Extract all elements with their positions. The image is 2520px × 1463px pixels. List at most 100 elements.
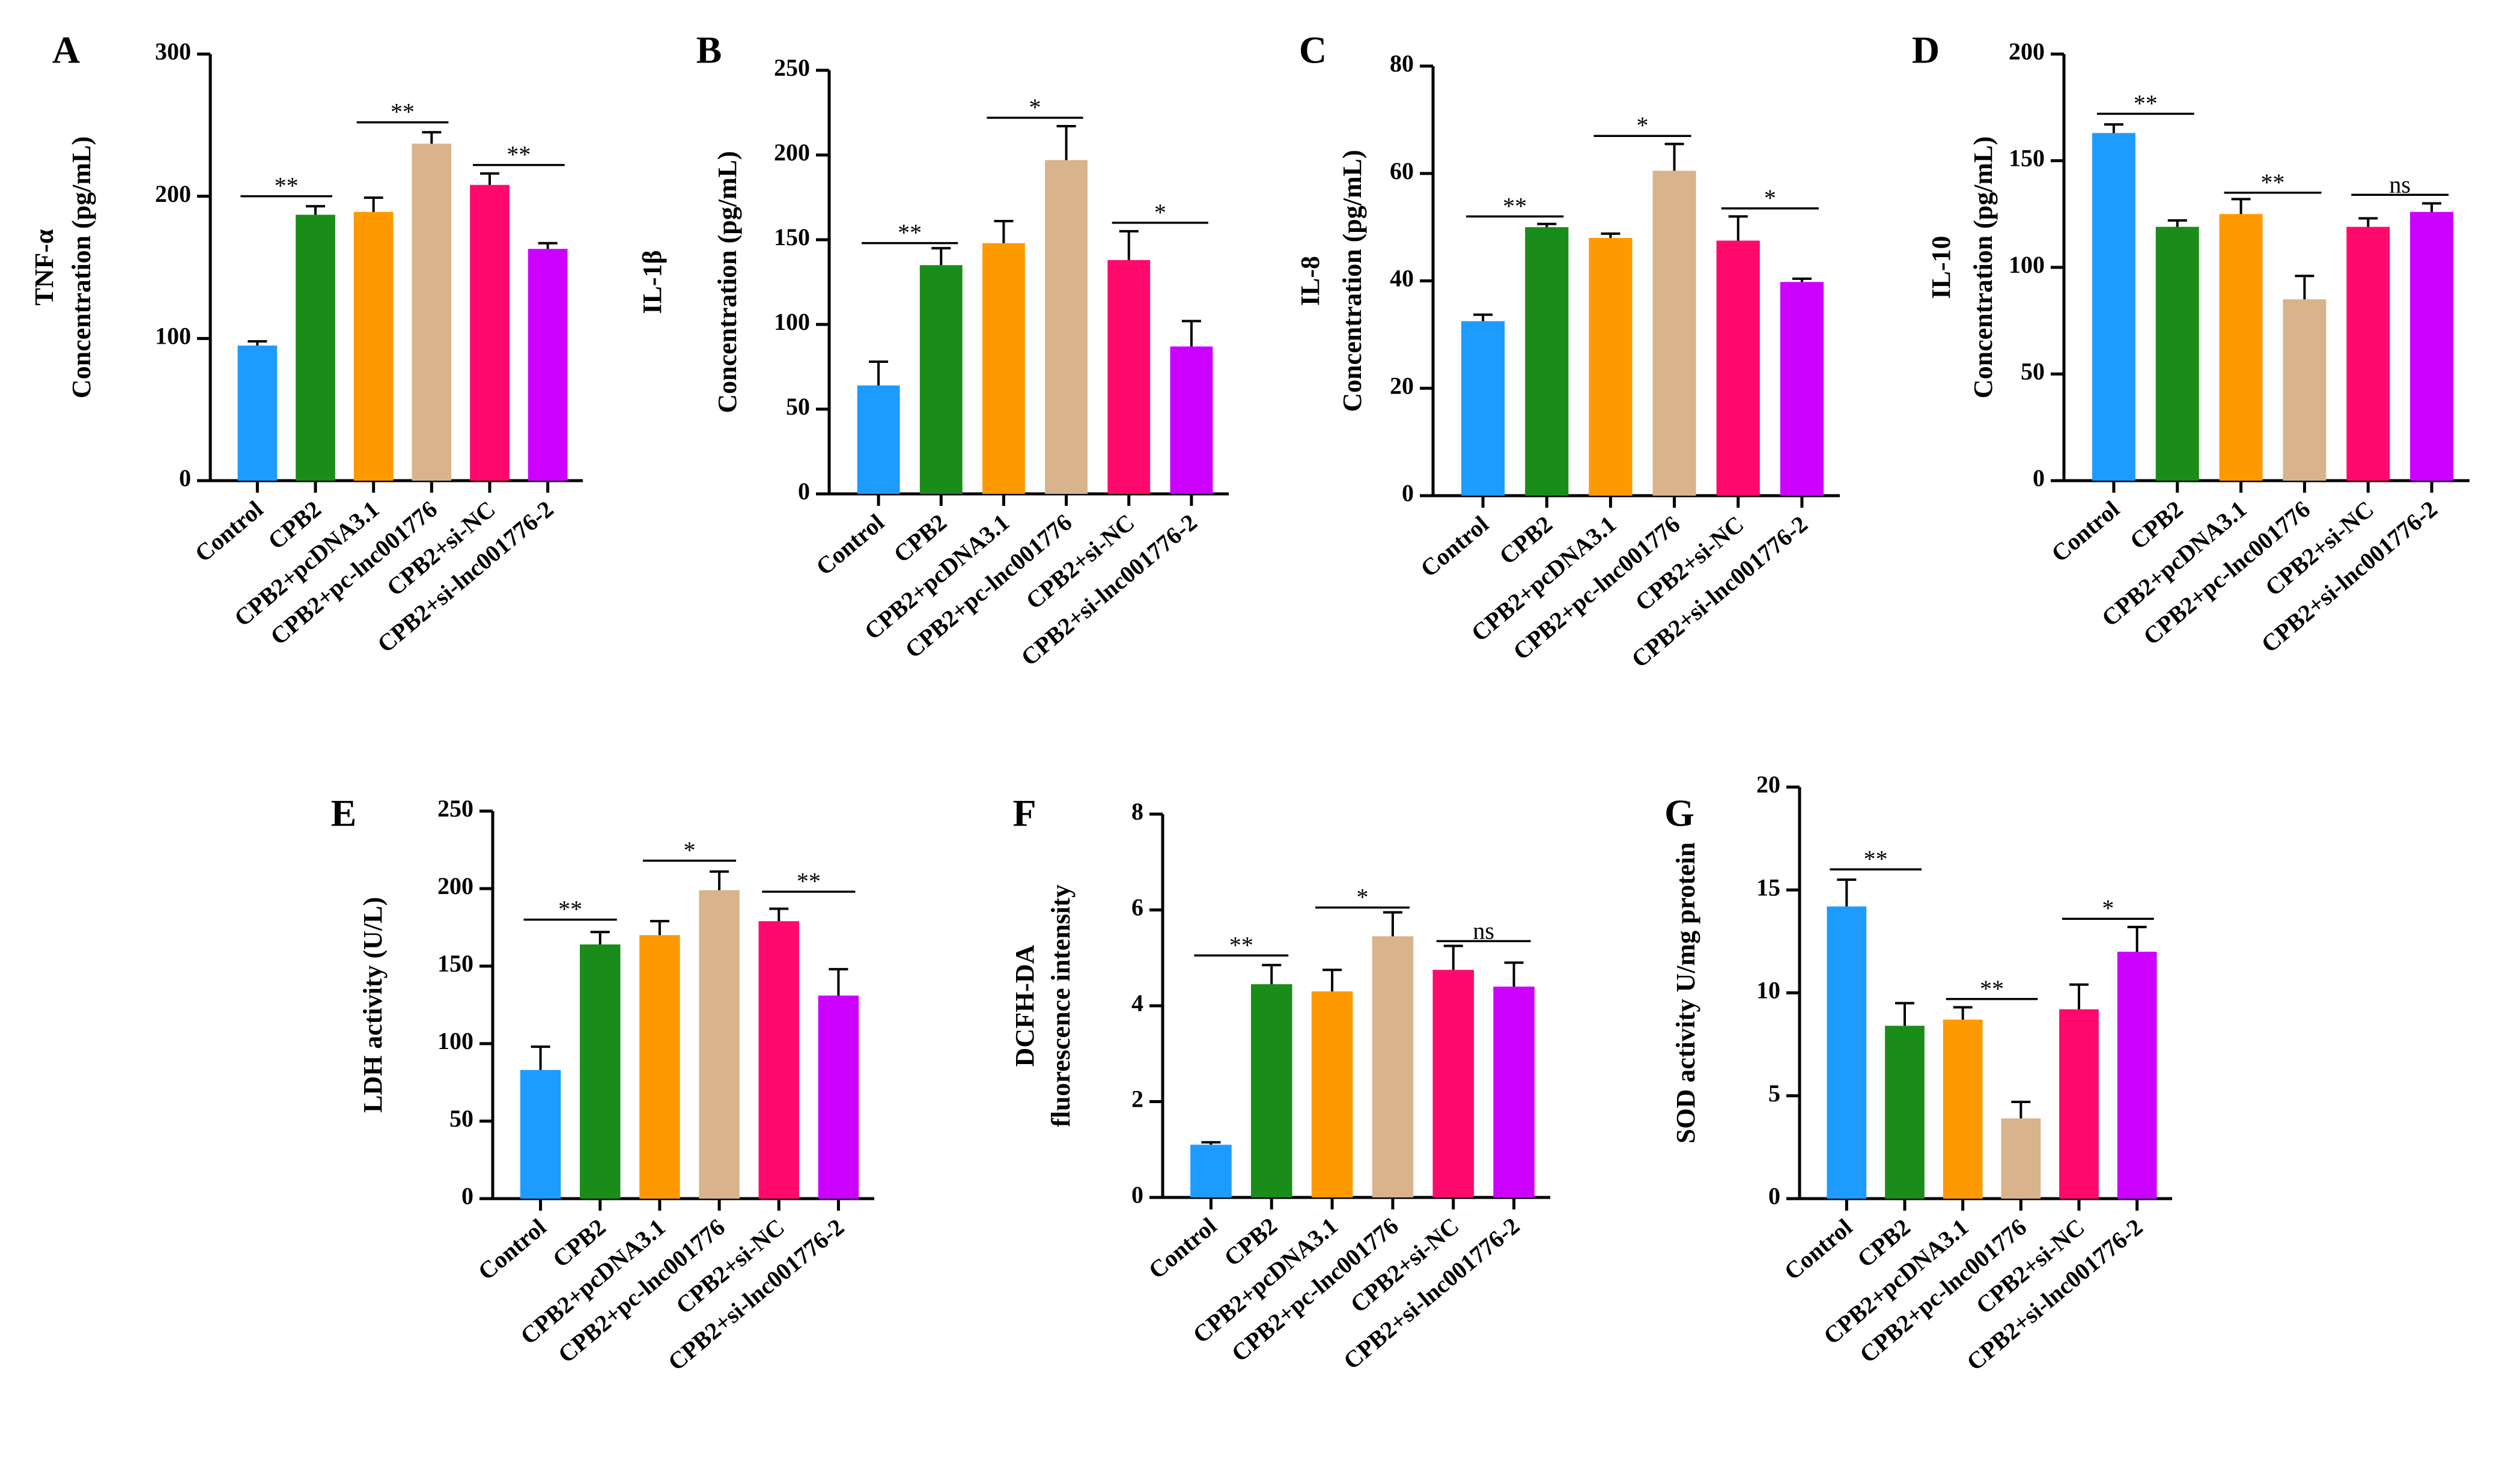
y-tick-label-b: 50 bbox=[786, 393, 810, 420]
error-bar-c-2 bbox=[1601, 232, 1621, 238]
error-bar-g-3 bbox=[2011, 1101, 2031, 1119]
error-bar-b-2 bbox=[994, 219, 1014, 243]
y-axis-label-b: Concentration (pg/mL) bbox=[713, 151, 742, 413]
y-tick-label-g: 10 bbox=[1756, 977, 1780, 1004]
error-bar-d-3 bbox=[2295, 275, 2315, 300]
y-tick-label-f: 0 bbox=[1131, 1181, 1143, 1208]
error-bar-a-4 bbox=[480, 172, 499, 185]
error-bar-d-5 bbox=[2422, 202, 2442, 212]
y-tick-label-f: 8 bbox=[1131, 798, 1143, 825]
y-axis-title-f: DCFH-DA bbox=[1010, 944, 1039, 1066]
y-tick-label-g: 0 bbox=[1768, 1182, 1780, 1209]
bar-a-0 bbox=[237, 345, 278, 481]
bar-b-5 bbox=[1170, 346, 1213, 494]
y-tick-label-c: 40 bbox=[1390, 265, 1414, 292]
bar-c-1 bbox=[1525, 227, 1569, 496]
panel-c: C 0 20 40 60 80 IL-8 Concentration (pg/mL) Contr… bbox=[1295, 29, 1840, 673]
bar-a-2 bbox=[353, 211, 394, 481]
error-bar-e-4 bbox=[769, 907, 789, 922]
y-tick-label-b: 0 bbox=[798, 478, 810, 505]
y-tick-label-e: 250 bbox=[437, 795, 473, 822]
significance-label-f-0: ** bbox=[1229, 931, 1253, 958]
y-tick-label-b: 200 bbox=[774, 139, 810, 166]
significance-label-a-1: ** bbox=[391, 99, 415, 126]
bar-g-0 bbox=[1827, 906, 1867, 1199]
y-tick-label-g: 20 bbox=[1756, 771, 1780, 798]
significance-label-b-2: * bbox=[1154, 199, 1166, 226]
y-tick-label-f: 2 bbox=[1131, 1086, 1143, 1113]
error-bar-e-2 bbox=[650, 920, 669, 935]
panel-b: B 0 50 100 150 200 250 IL-1β Concentration (pg/m… bbox=[638, 29, 1229, 671]
y-tick-label-d: 150 bbox=[2009, 145, 2045, 172]
error-bar-f-5 bbox=[1504, 961, 1524, 987]
error-bar-b-3 bbox=[1056, 125, 1076, 160]
y-tick-label-c: 60 bbox=[1390, 157, 1414, 184]
error-bar-a-5 bbox=[538, 242, 558, 249]
y-axis-title-c: IL-8 bbox=[1295, 256, 1325, 306]
category-label-a-0: Control bbox=[190, 495, 269, 567]
error-bar-g-5 bbox=[2127, 925, 2147, 952]
error-bar-a-0 bbox=[248, 340, 267, 346]
bar-g-4 bbox=[2059, 1009, 2099, 1199]
y-tick-label-d: 0 bbox=[2033, 464, 2045, 491]
bar-g-5 bbox=[2117, 952, 2157, 1199]
y-tick-label-a: 100 bbox=[155, 323, 191, 350]
y-axis-label-c: Concentration (pg/mL) bbox=[1338, 150, 1367, 412]
y-axis-title-d: IL-10 bbox=[1926, 236, 1956, 299]
panel-letter-f: F bbox=[1012, 792, 1036, 835]
panel-letter-c: C bbox=[1299, 29, 1327, 71]
y-axis-label-g: SOD activity U/mg protein bbox=[1671, 842, 1700, 1144]
y-axis-title-a: TNF-α bbox=[29, 229, 59, 306]
significance-label-e-0: ** bbox=[558, 896, 582, 923]
bar-e-2 bbox=[639, 935, 680, 1199]
y-tick-label-a: 300 bbox=[155, 38, 191, 65]
error-bar-e-3 bbox=[710, 870, 729, 890]
bar-f-3 bbox=[1372, 936, 1414, 1197]
error-bar-c-3 bbox=[1664, 142, 1684, 171]
significance-label-f-1: * bbox=[1357, 884, 1369, 911]
significance-label-e-1: * bbox=[684, 837, 696, 864]
category-label-e-0: Control bbox=[473, 1213, 552, 1285]
error-bar-e-5 bbox=[829, 968, 848, 996]
bar-g-1 bbox=[1885, 1026, 1925, 1199]
panel-letter-a: A bbox=[52, 29, 80, 71]
significance-label-a-2: ** bbox=[507, 141, 531, 168]
bar-e-0 bbox=[520, 1069, 561, 1199]
bar-f-5 bbox=[1493, 987, 1535, 1197]
error-bar-d-0 bbox=[2104, 123, 2123, 133]
significance-label-a-0: ** bbox=[275, 172, 299, 199]
error-bar-b-1 bbox=[931, 247, 951, 266]
bar-d-3 bbox=[2283, 299, 2327, 481]
error-bar-d-1 bbox=[2167, 219, 2187, 227]
y-tick-label-f: 4 bbox=[1131, 990, 1143, 1017]
y-tick-label-c: 0 bbox=[1402, 479, 1414, 506]
bar-c-4 bbox=[1716, 240, 1760, 496]
bar-d-2 bbox=[2219, 214, 2263, 481]
y-tick-label-d: 50 bbox=[2021, 358, 2045, 385]
significance-label-f-2: ns bbox=[1473, 917, 1494, 944]
error-bar-f-0 bbox=[1201, 1141, 1221, 1145]
bar-f-0 bbox=[1190, 1145, 1232, 1197]
y-tick-label-e: 0 bbox=[461, 1182, 473, 1209]
error-bar-a-2 bbox=[364, 196, 383, 212]
y-tick-label-a: 0 bbox=[179, 464, 191, 491]
bar-f-4 bbox=[1432, 970, 1475, 1197]
significance-label-b-0: ** bbox=[898, 219, 922, 246]
error-bar-d-4 bbox=[2358, 217, 2378, 227]
y-tick-label-c: 20 bbox=[1390, 372, 1414, 399]
panel-letter-e: E bbox=[331, 792, 357, 835]
error-bar-g-0 bbox=[1837, 878, 1857, 907]
error-bar-f-4 bbox=[1443, 944, 1463, 970]
y-axis-label-d: Concentration (pg/mL) bbox=[1968, 136, 1998, 398]
y-tick-label-e: 50 bbox=[449, 1105, 473, 1132]
error-bar-d-2 bbox=[2231, 198, 2251, 214]
panel-a: A 0 100 200 300 TNF-α Concentration (pg/mL) Con… bbox=[29, 29, 583, 658]
y-axis-label-f: fluorescence intensity bbox=[1046, 884, 1076, 1127]
significance-label-c-1: * bbox=[1637, 112, 1649, 139]
y-tick-label-d: 200 bbox=[2009, 38, 2045, 65]
significance-label-g-0: ** bbox=[1864, 845, 1888, 872]
category-label-d-0: Control bbox=[2046, 495, 2125, 567]
panel-f: F 0 2 4 6 8 DCFH-DA fluorescence intensity Contr… bbox=[1010, 792, 1550, 1375]
bar-b-1 bbox=[919, 265, 963, 494]
